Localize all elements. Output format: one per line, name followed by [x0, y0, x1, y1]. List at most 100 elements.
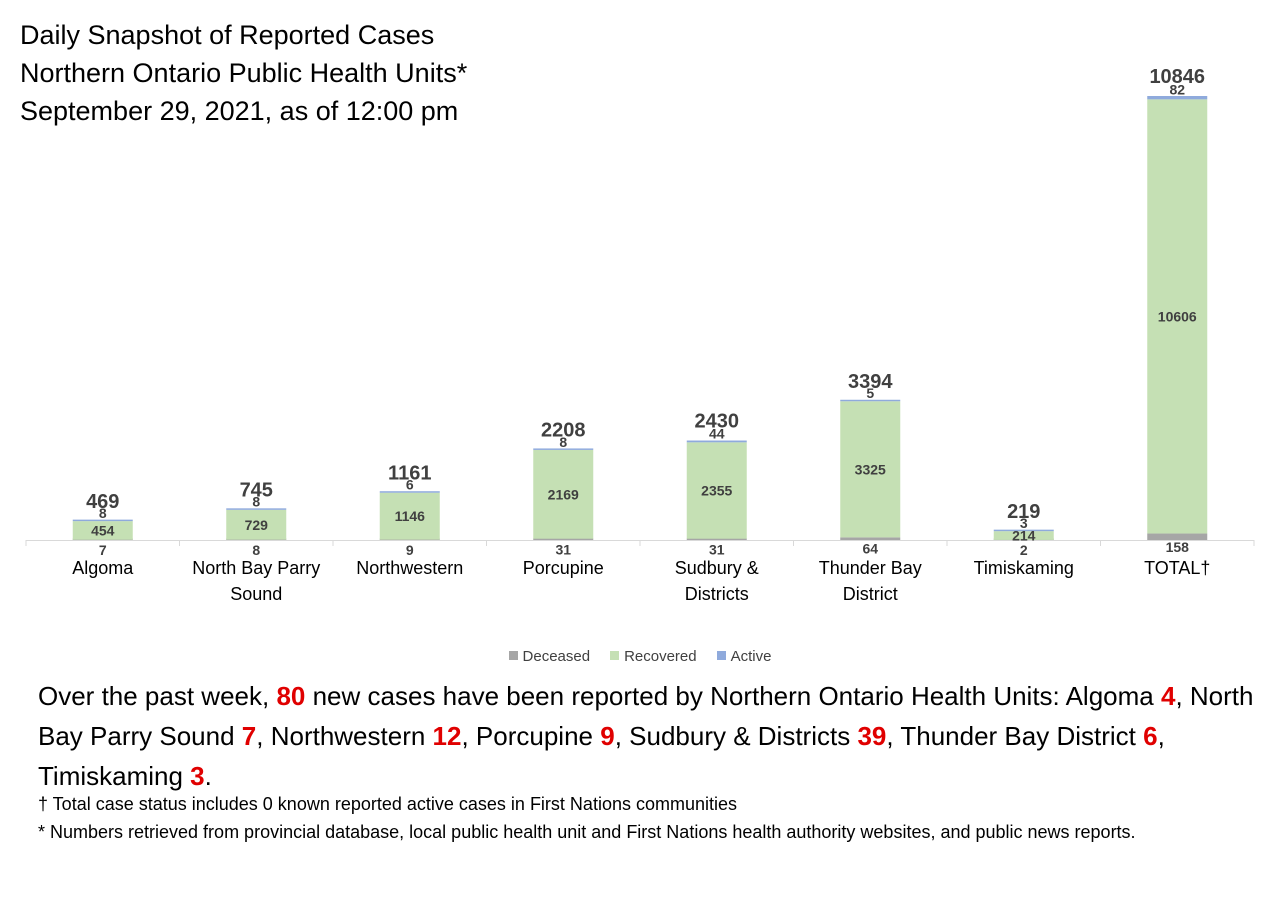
title-line-1: Daily Snapshot of Reported Cases	[20, 20, 435, 50]
data-label-active: 6	[406, 477, 414, 493]
data-label-active: 8	[99, 505, 107, 521]
legend-label: Active	[730, 648, 772, 665]
summary-unit-count: 12	[432, 721, 462, 751]
category-label: Sudbury & Districts	[675, 558, 759, 604]
title-line-3: September 29, 2021, as of 12:00 pm	[20, 96, 459, 126]
bar-active	[379, 491, 440, 493]
data-label-active: 44	[709, 425, 725, 441]
bar-active	[1147, 96, 1208, 100]
summary-unit-count: 4	[1160, 681, 1176, 711]
data-label-deceased: 31	[555, 541, 571, 557]
bar-active	[533, 448, 594, 450]
data-label-recovered: 3325	[855, 461, 886, 477]
legend-item-recovered: Recovered	[610, 648, 697, 665]
legend-swatch	[610, 651, 620, 660]
total-label: 1161	[388, 462, 431, 484]
data-label-deceased: 31	[709, 541, 725, 557]
total-label: 745	[240, 480, 273, 502]
category-label: Thunder Bay District	[819, 558, 922, 604]
summary-suffix: new cases have been reported by Northern…	[305, 681, 1060, 711]
summary-unit-name: Timiskaming	[38, 761, 191, 791]
bar-active	[840, 399, 901, 402]
summary-unit-count: 6	[1143, 721, 1158, 751]
summary-separator: ,	[1175, 681, 1190, 711]
summary-unit-count: 3	[190, 761, 205, 791]
summary-separator: ,	[614, 721, 630, 751]
category-label: North Bay Parry Sound	[192, 558, 320, 604]
bar-deceased	[533, 538, 594, 540]
bar-recovered	[379, 492, 440, 540]
data-label-recovered: 2355	[701, 483, 732, 499]
category-label: TOTAL†	[1144, 558, 1210, 578]
summary-separator: .	[204, 761, 212, 791]
chart-title: Daily Snapshot of Reported Cases Norther…	[20, 16, 467, 130]
legend-item-active: Active	[716, 648, 772, 665]
legend-label: Recovered	[624, 648, 697, 665]
summary-separator: ,	[1157, 721, 1165, 751]
data-label-recovered: 729	[245, 517, 269, 533]
bar-active	[686, 440, 747, 443]
footnotes: † Total case status includes 0 known rep…	[38, 790, 1268, 846]
summary-unit-name: Sudbury & Districts	[629, 721, 858, 751]
summary-unit-name: Algoma	[1065, 681, 1161, 711]
bar-recovered	[993, 531, 1054, 540]
summary-unit-name: North Bay Parry Sound	[38, 681, 1254, 751]
summary-unit-count: 7	[241, 721, 257, 751]
footnote-dagger: † Total case status includes 0 known rep…	[38, 794, 737, 814]
legend-label: Deceased	[522, 648, 591, 665]
total-label: 2208	[541, 420, 586, 442]
footnote-asterisk: * Numbers retrieved from provincial data…	[38, 822, 1136, 842]
data-label-deceased: 9	[406, 542, 414, 558]
bar-deceased	[686, 538, 747, 540]
total-label: 3394	[848, 371, 893, 393]
bar-deceased	[1147, 533, 1208, 540]
category-label: Porcupine	[523, 558, 604, 578]
category-label: Algoma	[72, 558, 134, 578]
summary-unit-name: Northwestern	[270, 721, 433, 751]
data-label-deceased: 8	[252, 542, 260, 558]
summary-prefix: Over the past week,	[38, 681, 277, 711]
total-label: 10846	[1149, 66, 1205, 88]
bar-active	[226, 508, 287, 510]
bar-recovered	[533, 449, 594, 539]
summary-unit-count: 39	[857, 721, 887, 751]
category-label: Timiskaming	[974, 558, 1074, 578]
data-label-recovered: 214	[1012, 528, 1036, 544]
summary-unit-count: 9	[600, 721, 615, 751]
data-label-recovered: 1146	[395, 508, 426, 524]
data-label-active: 8	[559, 434, 567, 450]
summary-separator: ,	[256, 721, 271, 751]
category-label: Northwestern	[356, 558, 463, 578]
data-label-deceased: 158	[1166, 539, 1190, 555]
data-label-active: 5	[866, 385, 874, 401]
data-label-active: 3	[1020, 515, 1028, 531]
summary-separator: ,	[461, 721, 476, 751]
weekly-summary: Over the past week, 80 new cases have be…	[38, 676, 1268, 796]
bar-recovered	[686, 442, 747, 539]
bar-active	[993, 529, 1054, 532]
legend-swatch	[716, 651, 726, 660]
total-label: 2430	[695, 411, 740, 433]
data-label-recovered: 454	[91, 522, 115, 538]
total-label: 469	[86, 491, 119, 513]
summary-unit-name: Porcupine	[475, 721, 601, 751]
total-label: 219	[1007, 501, 1040, 523]
data-label-recovered: 2169	[548, 486, 579, 502]
summary-unit-name: Thunder Bay District	[900, 721, 1144, 751]
bar-deceased	[840, 537, 901, 540]
bar-active	[72, 519, 133, 522]
legend-item-deceased: Deceased	[508, 648, 591, 665]
bar-recovered	[226, 509, 287, 540]
data-label-recovered: 10606	[1158, 308, 1197, 324]
data-label-active: 82	[1169, 82, 1185, 98]
data-label-active: 8	[252, 494, 260, 510]
chart-legend: Deceased Recovered Active	[0, 648, 1280, 665]
bar-recovered	[1147, 99, 1208, 534]
title-line-2: Northern Ontario Public Health Units*	[20, 58, 468, 88]
legend-swatch	[508, 651, 518, 660]
summary-separator: ,	[886, 721, 901, 751]
data-label-deceased: 7	[99, 542, 107, 558]
summary-items: Algoma 4, North Bay Parry Sound 7, North…	[38, 681, 1253, 791]
bar-recovered	[72, 521, 133, 540]
